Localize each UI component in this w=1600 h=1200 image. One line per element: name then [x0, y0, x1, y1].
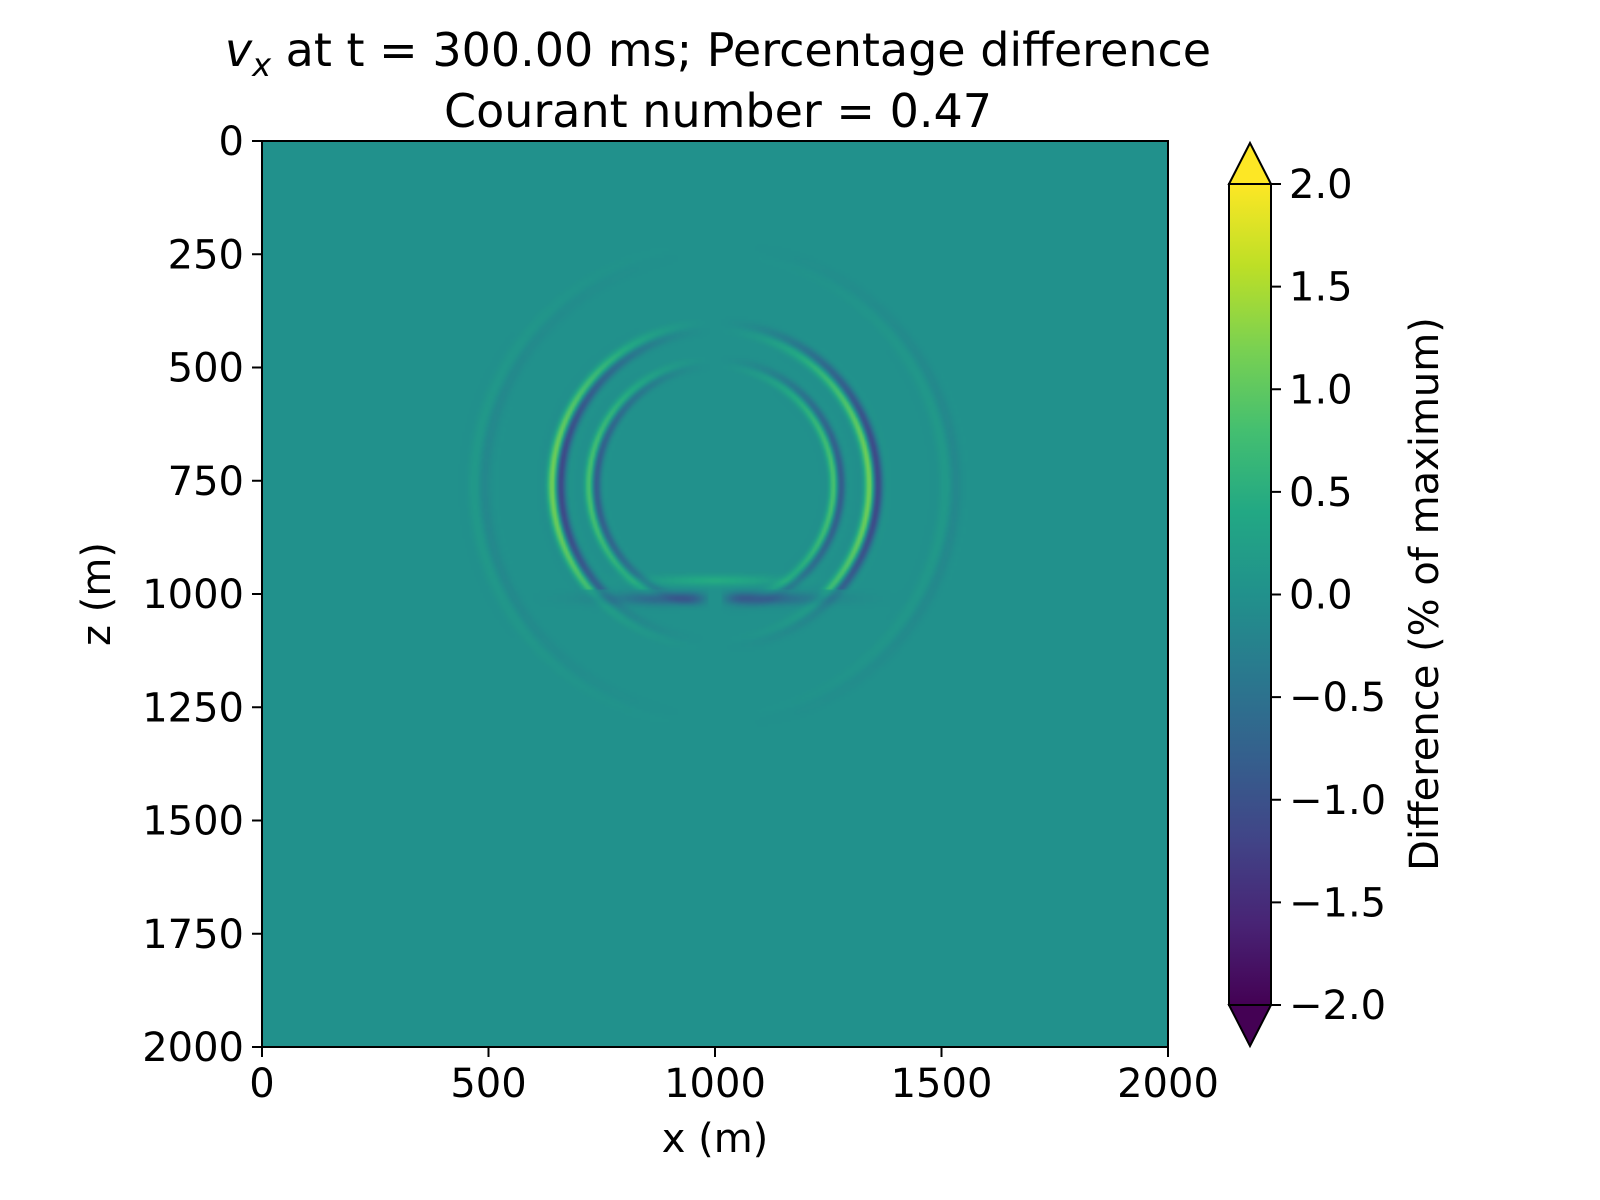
- colorbar-tick-label: 0.5: [1289, 470, 1353, 516]
- x-tick-label: 1500: [891, 1061, 993, 1107]
- colorbar-tick-label: 0.0: [1289, 573, 1353, 619]
- x-tick-label: 500: [450, 1061, 526, 1107]
- chart-title-line2: Courant number = 0.47: [444, 84, 992, 138]
- colorbar-extend-top: [1227, 140, 1273, 185]
- y-axis-label: z (m): [74, 542, 120, 646]
- colorbar-tick-label: −2.0: [1289, 983, 1386, 1029]
- heatmap-image: [262, 141, 1168, 1047]
- y-axis-ticks: 0 250 500 750 1000 1250 1500 1750 2000: [142, 119, 262, 1071]
- colorbar: [1227, 140, 1273, 1049]
- y-tick-label: 1500: [142, 799, 244, 845]
- colorbar-extend-bottom: [1227, 1004, 1273, 1049]
- y-tick-label: 750: [168, 459, 244, 505]
- y-tick-label: 1750: [142, 912, 244, 958]
- colorbar-gradient: [1228, 183, 1272, 1006]
- y-tick-label: 500: [168, 346, 244, 392]
- colorbar-tick-label: 1.5: [1289, 265, 1353, 311]
- y-tick-label: 2000: [142, 1025, 244, 1071]
- colorbar-tick-label: −0.5: [1289, 675, 1386, 721]
- x-axis-ticks: 0 500 1000 1500 2000: [249, 1047, 1219, 1107]
- y-tick-label: 250: [168, 232, 244, 278]
- chart-title-line1: vx at t = 300.00 ms; Percentage differen…: [225, 23, 1211, 84]
- x-tick-label: 2000: [1117, 1061, 1219, 1107]
- colorbar-tick-label: 2.0: [1289, 162, 1353, 208]
- colorbar-tick-label: −1.0: [1289, 778, 1386, 824]
- y-tick-label: 0: [219, 119, 244, 165]
- y-tick-label: 1250: [142, 685, 244, 731]
- x-tick-label: 0: [249, 1061, 274, 1107]
- colorbar-tick-label: −1.5: [1289, 880, 1386, 926]
- colorbar-ticks: 2.0 1.5 1.0 0.5 0.0 −0.5 −1.0 −1.5 −2.0: [1271, 162, 1386, 1029]
- colorbar-label: Difference (% of maximum): [1402, 317, 1448, 871]
- colorbar-tick-label: 1.0: [1289, 367, 1353, 413]
- x-axis-label: x (m): [662, 1116, 769, 1162]
- y-tick-label: 1000: [142, 572, 244, 618]
- x-tick-label: 1000: [664, 1061, 766, 1107]
- heatmap-plot-area: [261, 140, 1169, 1048]
